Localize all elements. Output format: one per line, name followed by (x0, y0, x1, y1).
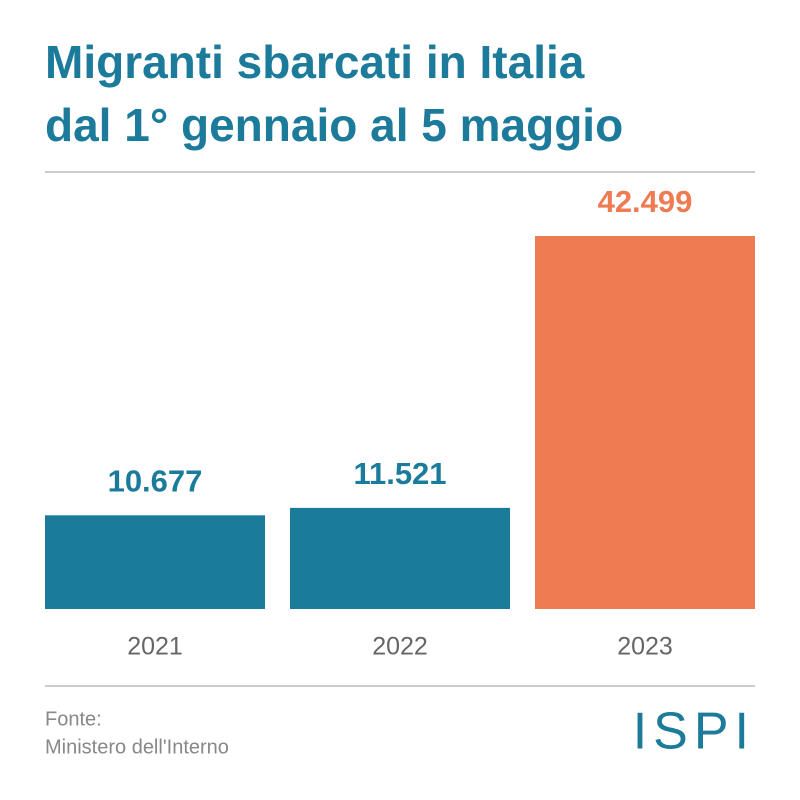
chart-title: dal 1° gennaio al 5 maggio (45, 99, 623, 151)
x-tick-label: 2023 (617, 633, 673, 661)
chart-title: Migranti sbarcati in Italia (45, 36, 585, 88)
value-label: 42.499 (598, 184, 693, 219)
source-label: Fonte: (45, 708, 102, 730)
bar (290, 507, 510, 609)
source: Ministero dell'Interno (45, 736, 229, 758)
logo: ISPI (633, 703, 755, 761)
bar (45, 515, 265, 609)
x-tick-label: 2021 (127, 633, 183, 661)
value-label: 11.521 (353, 456, 446, 491)
x-tick-label: 2022 (372, 633, 428, 661)
value-label: 10.677 (108, 463, 203, 498)
bar (535, 236, 755, 609)
